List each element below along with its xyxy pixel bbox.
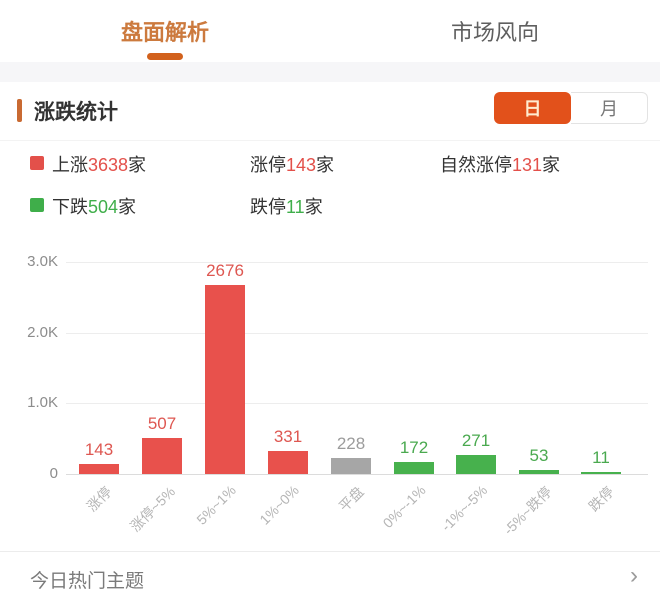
active-tab-underline [147, 53, 183, 60]
bar-跌停 [581, 472, 621, 474]
tab-market-trend[interactable]: 市场风向 [330, 0, 660, 62]
gridline [66, 262, 648, 263]
y-axis-tick-label: 2.0K [27, 323, 58, 341]
section-divider [0, 140, 660, 141]
bar-5%~1% [205, 285, 245, 474]
bar-1%~0% [268, 451, 308, 474]
x-axis-tick-label: 跌停 [585, 483, 617, 515]
x-axis-tick-label: 1%~0% [256, 482, 303, 528]
up-bullet-icon [30, 156, 44, 170]
y-axis-tick-label: 0 [49, 465, 58, 482]
decliners-count: 下跌504家 [52, 197, 137, 217]
gridline [66, 403, 648, 405]
bar-value-label: 331 [273, 427, 303, 446]
section-accent-bar [17, 99, 22, 122]
bar-value-label: 2676 [206, 261, 244, 280]
bar-涨停~5% [142, 438, 182, 474]
bar-value-label: 143 [84, 440, 114, 459]
tab-label: 盘面解析 [120, 20, 209, 45]
tab-label: 市场风向 [450, 20, 539, 45]
limit-down-count: 跌停11家 [250, 197, 323, 217]
bar-value-label: 228 [336, 434, 366, 453]
header-separator-band [0, 62, 660, 82]
x-axis-tick-label: 5%~1% [193, 482, 240, 528]
period-option-day[interactable]: 日 [494, 92, 571, 124]
advancers-stat-row: 上涨3638家 涨停143家 自然涨停131家 [0, 151, 660, 177]
x-axis-tick-label: 平盘 [335, 483, 367, 515]
hot-topics-row[interactable]: 今日热门主题 › [0, 552, 660, 602]
x-axis-tick-label: -5%~跌停 [500, 483, 555, 538]
x-axis-tick-label: 0%~-1% [379, 482, 429, 532]
x-axis-tick-label: 涨停 [83, 483, 115, 515]
x-axis-tick-label: 涨停~5% [126, 483, 178, 535]
period-option-month[interactable]: 月 [571, 92, 648, 124]
hot-topics-label: 今日热门主题 [30, 571, 145, 592]
gridline [66, 332, 648, 334]
down-bullet-icon [30, 198, 44, 212]
bar-涨停 [79, 464, 119, 474]
period-toggle: 日 月 [494, 92, 648, 124]
bar-value-label: 172 [399, 438, 429, 457]
bar-value-label: 53 [529, 446, 549, 465]
y-axis-tick-label: 1.0K [27, 394, 58, 412]
bar-value-label: 507 [147, 414, 177, 433]
natural-limit-up-count: 自然涨停131家 [440, 155, 561, 175]
bar-平盘 [331, 458, 371, 474]
decliners-stat-row: 下跌504家 跌停11家 [0, 193, 660, 219]
x-axis-tick-label: -1%~-5% [438, 482, 491, 535]
chevron-right-icon: › [630, 562, 638, 589]
bar-value-label: 271 [461, 431, 491, 450]
bar--1%~-5% [456, 455, 496, 474]
bar-0%~-1% [394, 462, 434, 474]
limit-up-count: 涨停143家 [250, 155, 335, 175]
y-axis-tick-label: 3.0K [27, 253, 58, 270]
bar--5%~跌停 [519, 470, 559, 474]
footer-divider [0, 551, 660, 552]
bar-value-label: 11 [592, 448, 610, 467]
gridline [66, 474, 648, 475]
tab-market-breakdown[interactable]: 盘面解析 [0, 0, 330, 62]
advancers-count: 上涨3638家 [52, 155, 147, 175]
section-title: 涨跌统计 [34, 101, 118, 124]
top-tab-bar: 盘面解析 市场风向 [0, 0, 660, 62]
